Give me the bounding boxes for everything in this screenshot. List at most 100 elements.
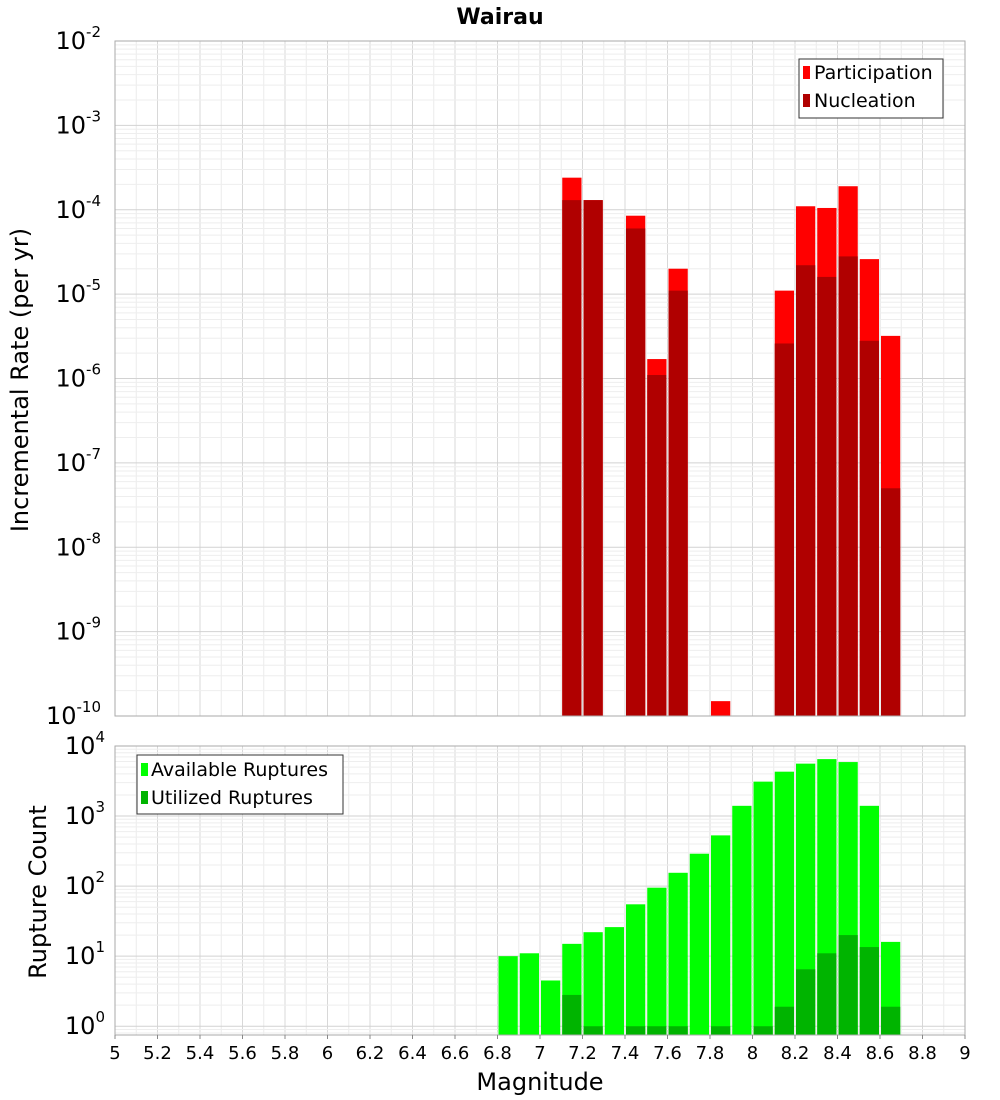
x-tick-label: 8.8 (908, 1043, 937, 1064)
x-tick-label: 5.2 (143, 1043, 172, 1064)
nucleation-bar (647, 375, 667, 716)
nucleation-bar (817, 276, 837, 716)
x-tick-label: 8.2 (781, 1043, 810, 1064)
count-bars (498, 759, 901, 1035)
available-ruptures-bar (519, 953, 539, 1035)
available-ruptures-bar (732, 805, 752, 1035)
count-y-tick-label: 100 (65, 1008, 105, 1040)
count-y-tick-label: 102 (65, 868, 105, 900)
x-tick-label: 7.8 (696, 1043, 725, 1064)
x-tick-label: 7 (534, 1043, 545, 1064)
x-tick-label: 5.4 (186, 1043, 215, 1064)
count-y-tick-label: 103 (65, 798, 105, 830)
x-tick-label: 6.8 (483, 1043, 512, 1064)
utilized-ruptures-bar (838, 935, 858, 1035)
magnitude-x-ticks: 5 5.2 5.4 5.6 5.8 6 6.2 6.4 6.6 6.8 7 7.2 7.4 7.6 7.8 8… (109, 1035, 971, 1064)
rate-y-tick-label: 10-9 (55, 614, 101, 646)
x-tick-label: 5.6 (228, 1043, 257, 1064)
nucleation-bar (881, 488, 901, 716)
available-ruptures-bar (796, 763, 816, 1035)
utilized-legend-swatch (141, 791, 148, 804)
participation-bar (711, 701, 731, 716)
rate-legend-box (798, 58, 944, 119)
rate-legend: Participation Nucleation (798, 58, 944, 119)
utilized-ruptures-bar (859, 947, 879, 1035)
x-tick-label: 6.6 (441, 1043, 470, 1064)
available-ruptures-bar (583, 932, 603, 1035)
available-ruptures-bar (626, 904, 646, 1035)
available-ruptures-bar (604, 927, 624, 1035)
nucleation-bar (583, 200, 603, 716)
utilized-ruptures-bar (626, 1026, 646, 1035)
rate-y-ticks: 10-10 10-9 10-8 10-7 10-6 10-5 10-4 10-3 10-2 (46, 23, 101, 730)
utilized-ruptures-bar (774, 1006, 794, 1035)
nucleation-bar (562, 200, 582, 716)
nucleation-bar (626, 228, 646, 716)
available-legend-label: Available Ruptures (151, 759, 328, 781)
rate-plot-border (114, 40, 966, 717)
utilized-ruptures-bar (668, 1026, 688, 1035)
rate-y-tick-label: 10-6 (55, 361, 101, 393)
utilized-ruptures-bar (881, 1006, 901, 1035)
nucleation-legend-label: Nucleation (814, 90, 916, 112)
count-y-axis-label: Rupture Count (24, 805, 52, 979)
nucleation-legend-swatch (803, 94, 810, 107)
count-y-ticks: 100 101 102 103 104 (65, 728, 105, 1040)
x-tick-label: 8.6 (866, 1043, 895, 1064)
available-ruptures-bar (668, 872, 688, 1035)
x-tick-label: 8.4 (823, 1043, 852, 1064)
x-tick-label: 5.8 (271, 1043, 300, 1064)
utilized-ruptures-bar (796, 969, 816, 1035)
count-y-tick-label: 101 (65, 938, 105, 970)
utilized-ruptures-bar (647, 1026, 667, 1035)
available-ruptures-bar (774, 771, 794, 1035)
nucleation-bar (859, 340, 879, 716)
available-legend-swatch (141, 763, 148, 776)
count-legend: Available Ruptures Utilized Ruptures (136, 754, 344, 815)
available-ruptures-bar (498, 956, 518, 1035)
x-tick-label: 6.2 (356, 1043, 385, 1064)
available-ruptures-bar (541, 980, 561, 1035)
rate-bars (562, 177, 901, 717)
chart-title: Wairau (456, 5, 543, 30)
utilized-legend-label: Utilized Ruptures (151, 787, 313, 809)
utilized-ruptures-bar (753, 1026, 773, 1035)
rate-y-tick-label: 10-8 (55, 529, 101, 561)
rate-y-tick-label: 10-3 (55, 107, 101, 139)
utilized-ruptures-bar (711, 1026, 731, 1035)
x-tick-label: 9 (959, 1043, 970, 1064)
available-ruptures-bar (711, 835, 731, 1035)
x-tick-label: 8 (747, 1043, 758, 1064)
available-ruptures-bar (753, 781, 773, 1035)
x-tick-label: 5 (109, 1043, 120, 1064)
nucleation-bar (668, 290, 688, 716)
utilized-ruptures-bar (817, 953, 837, 1035)
rate-y-tick-label: 10-10 (46, 698, 101, 730)
count-panel: 100 101 102 103 104 5 5.2 5.4 5.6 5.8 6 6.2 6.4 6.6 6… (24, 728, 971, 1096)
nucleation-bar (838, 256, 858, 716)
participation-legend-label: Participation (814, 62, 933, 84)
rate-y-axis-label: Incremental Rate (per yr) (6, 228, 34, 532)
x-tick-label: 6.4 (398, 1043, 427, 1064)
x-tick-label: 7.4 (611, 1043, 640, 1064)
utilized-ruptures-bar (583, 1026, 603, 1035)
x-tick-label: 6 (322, 1043, 333, 1064)
rate-y-tick-label: 10-5 (55, 276, 101, 308)
rate-y-tick-label: 10-4 (55, 192, 101, 224)
participation-legend-swatch (803, 66, 810, 79)
utilized-ruptures-bar (562, 994, 582, 1035)
rate-grid (114, 40, 966, 717)
nucleation-bar (774, 343, 794, 716)
count-y-tick-label: 104 (65, 728, 105, 760)
rate-y-tick-label: 10-2 (55, 23, 101, 55)
x-tick-label: 7.2 (568, 1043, 597, 1064)
available-ruptures-bar (647, 887, 667, 1035)
nucleation-bar (796, 265, 816, 716)
magnitude-x-axis-label: Magnitude (476, 1068, 603, 1096)
x-tick-label: 7.6 (653, 1043, 682, 1064)
count-legend-box (136, 754, 344, 815)
rate-y-tick-label: 10-7 (55, 445, 101, 477)
rate-panel: 10-10 10-9 10-8 10-7 10-6 10-5 10-4 10-3 10-2 In… (6, 23, 966, 730)
available-ruptures-bar (689, 853, 709, 1035)
